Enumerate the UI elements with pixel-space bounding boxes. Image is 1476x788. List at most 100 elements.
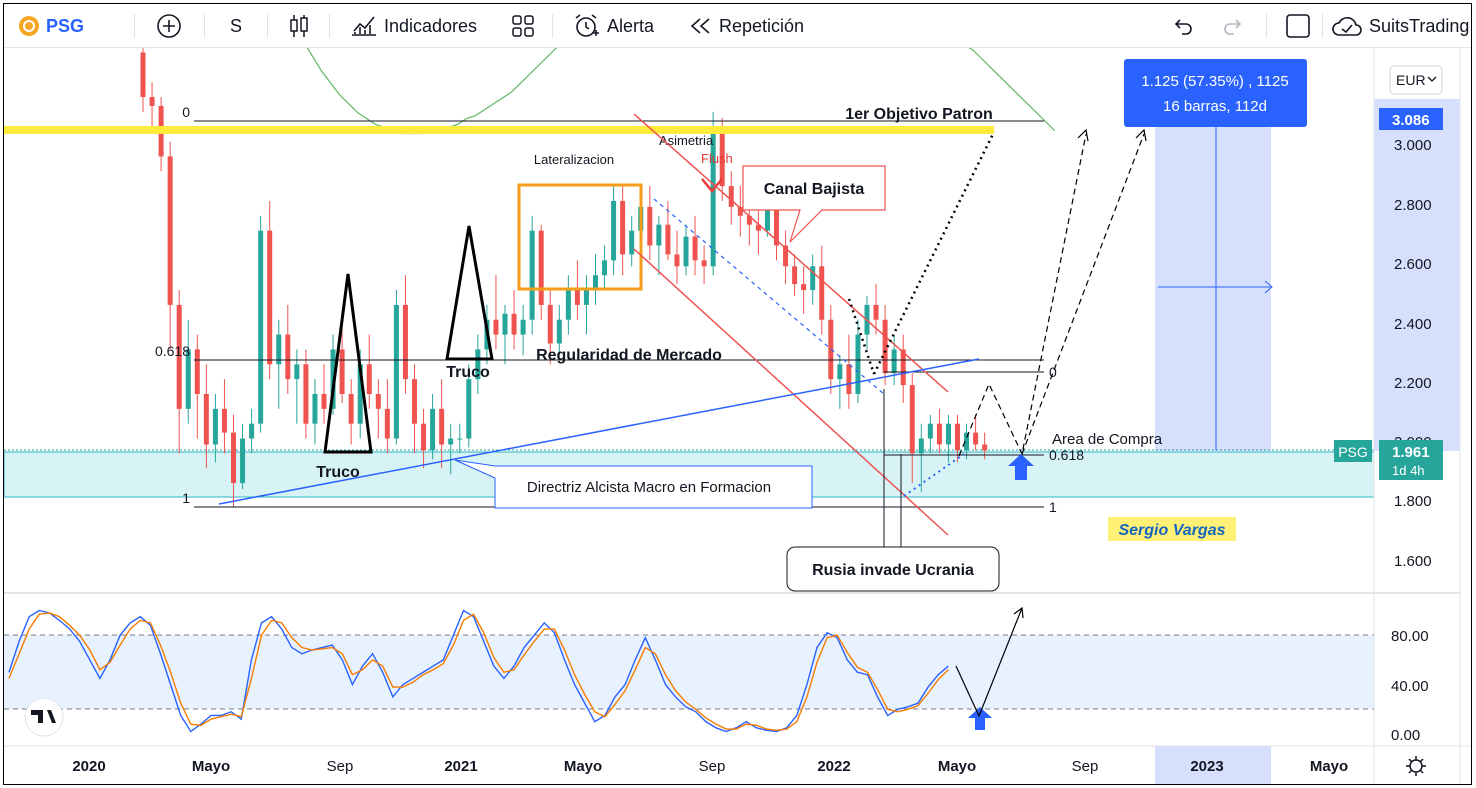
indicators-icon: [352, 16, 376, 36]
candle: [846, 334, 852, 409]
top-toolbar: PSG S Indicadores Alerta Repetición: [4, 4, 1471, 48]
candle-body: [855, 334, 861, 394]
candle: [303, 349, 309, 439]
candle: [520, 304, 526, 356]
candle-body: [384, 408, 390, 439]
last-price-marker: [1379, 440, 1443, 480]
toolbar-divider: [1266, 14, 1267, 38]
truco-label: Truco: [316, 464, 360, 481]
symbol-button[interactable]: PSG: [18, 4, 84, 48]
indicators-label: Indicadores: [384, 15, 478, 36]
candle: [819, 245, 825, 335]
alarm-clock-icon: [575, 14, 599, 37]
compare-button[interactable]: [156, 4, 182, 48]
channel-lower-line: [633, 248, 949, 536]
invade-callout: [786, 546, 1000, 592]
fullscreen-button[interactable]: [1285, 4, 1311, 48]
candle-body: [312, 393, 318, 424]
candle-body: [212, 408, 218, 445]
oscillator-tick-label: 80.00: [1391, 628, 1429, 645]
candle-body: [529, 230, 535, 320]
candle: [475, 334, 481, 394]
chart-type-button[interactable]: [288, 4, 310, 48]
redo-button[interactable]: [1222, 4, 1246, 48]
projection-blue-dotted: [903, 453, 965, 497]
candle-body: [547, 304, 553, 344]
candle-body: [647, 206, 653, 246]
price-tick-label: 3.000: [1394, 137, 1432, 154]
candle: [375, 379, 381, 439]
price-tick-label: 2.400: [1394, 316, 1432, 333]
lateral-label: Lateralizacion: [534, 152, 614, 167]
candle-body: [701, 260, 707, 267]
lateral-box: [517, 183, 643, 291]
author-highlight: [1108, 517, 1236, 541]
templates-button[interactable]: [511, 4, 535, 48]
candle-body: [357, 364, 363, 424]
candle: [393, 290, 399, 445]
top-price-marker-label: 3.086: [1392, 112, 1430, 129]
candle-body: [683, 236, 689, 267]
candle-body: [366, 364, 372, 394]
candle-body: [439, 408, 445, 445]
truco-triangle: [445, 225, 494, 361]
candle-body: [556, 319, 562, 344]
candle-body: [909, 385, 915, 454]
candle: [529, 215, 535, 335]
symbol-tag: [1334, 440, 1372, 462]
candle-body: [611, 200, 617, 261]
candle-body: [574, 290, 580, 305]
time-tick-label: 2021: [444, 758, 477, 775]
candle: [421, 408, 427, 469]
interval-button[interactable]: S: [230, 4, 242, 48]
replay-button[interactable]: Repetición: [689, 4, 804, 48]
indicators-button[interactable]: Indicadores: [350, 4, 477, 48]
candle: [457, 423, 463, 454]
grid-icon: [512, 15, 534, 37]
candle-body: [593, 275, 598, 291]
candle: [502, 304, 508, 365]
candles-icon: [290, 15, 308, 37]
price-tick-label: 2.200: [1394, 375, 1432, 392]
candle-body: [511, 313, 517, 335]
target-label: 1er Objetivo Patron: [845, 106, 993, 123]
candle-body: [565, 290, 571, 320]
price-chart[interactable]: 0 0.618 1 0 0.618 1 Lateralizacion Asimetria Flu…: [4, 4, 1472, 785]
candle-body: [819, 266, 825, 320]
undo-button[interactable]: [1170, 4, 1194, 48]
candle-body: [538, 230, 544, 305]
flush-label: Flush: [701, 151, 733, 166]
measure-highlight: [1155, 99, 1271, 451]
price-tick-label: 1.600: [1394, 553, 1432, 570]
candle-body: [801, 284, 807, 291]
fib-level-label: 0.618: [155, 343, 190, 359]
channel-callout: [742, 165, 886, 243]
undo-icon: [1174, 19, 1192, 35]
candle-body: [448, 438, 454, 445]
price-tick-label: 2.800: [1394, 197, 1432, 214]
candle: [556, 304, 562, 356]
channel-upper-line: [633, 113, 949, 393]
candle-body: [665, 224, 671, 255]
alert-button[interactable]: Alerta: [573, 4, 654, 48]
candle: [792, 254, 798, 296]
candle-body: [393, 304, 399, 439]
publish-button[interactable]: SuitsTrading: [1331, 4, 1469, 48]
regularity-label: Regularidad de Mercado: [536, 347, 722, 364]
candle-body: [692, 236, 698, 261]
candle-body: [194, 349, 200, 394]
candle-body: [339, 349, 345, 394]
oscillator-projection-arrowhead: [1013, 606, 1024, 619]
candle: [203, 364, 209, 469]
fib-level-label: 1: [182, 490, 190, 506]
candle-body: [792, 266, 798, 285]
candle-body: [982, 444, 988, 451]
candle: [565, 275, 571, 335]
square-icon: [1286, 14, 1310, 38]
candle-body: [719, 126, 725, 187]
price-tick-label: 2.600: [1394, 256, 1432, 273]
symbol-tag-label: PSG: [1338, 444, 1368, 460]
time-tick-label: Sep: [1072, 758, 1099, 775]
candle-body: [891, 349, 897, 374]
author-label: Sergio Vargas: [1118, 522, 1225, 539]
